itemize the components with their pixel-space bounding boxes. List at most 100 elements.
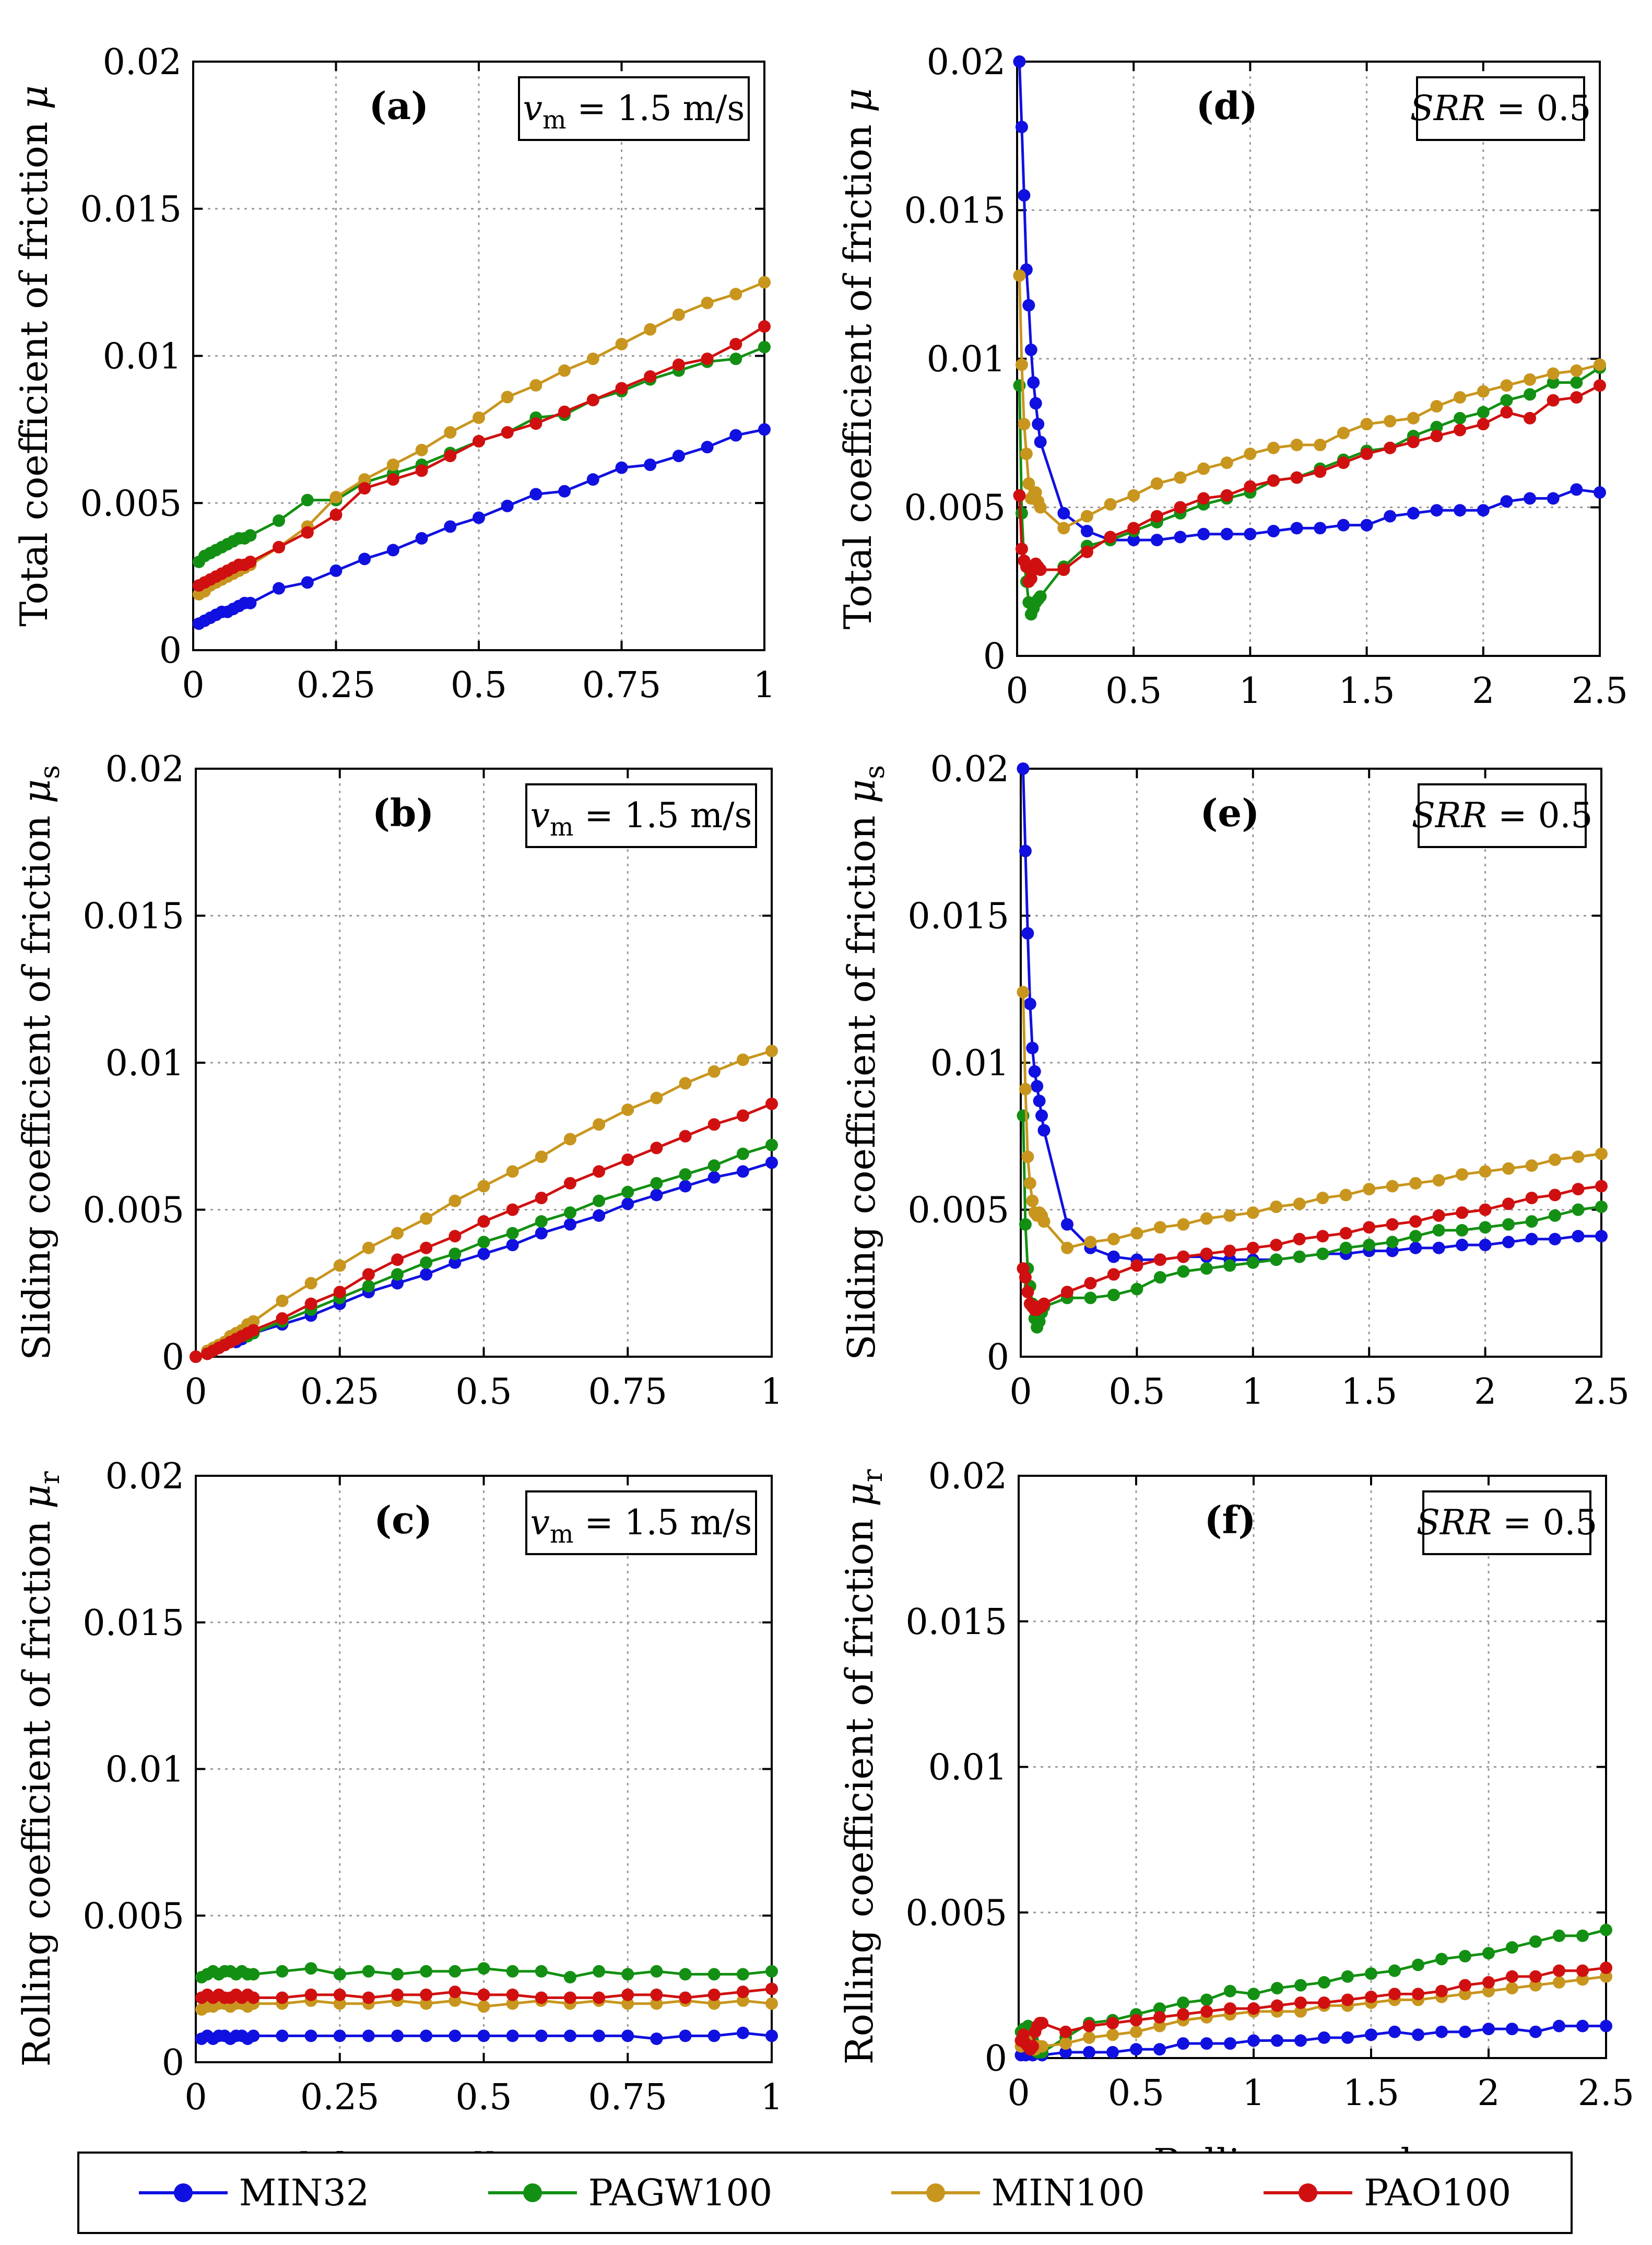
data-point (1019, 1271, 1032, 1284)
series-PAO100 (1014, 1961, 1612, 2056)
data-point (679, 1991, 692, 2004)
data-point (1293, 1197, 1306, 1210)
data-point (1084, 1277, 1097, 1290)
data-point (1018, 418, 1031, 431)
data-point (1337, 519, 1350, 532)
data-point (535, 1965, 548, 1978)
data-point (301, 576, 314, 589)
data-point (1127, 522, 1140, 535)
data-point (1028, 1065, 1041, 1078)
data-point (1360, 418, 1373, 431)
legend-marker (1299, 2183, 1318, 2202)
data-point (1594, 358, 1606, 371)
data-point (1057, 522, 1070, 535)
data-point (621, 1968, 634, 1981)
data-point (1270, 1239, 1283, 1252)
data-point (276, 1312, 289, 1325)
data-point (563, 1133, 576, 1146)
legend-item-min32: MIN32 (138, 2171, 370, 2214)
data-point (358, 482, 371, 495)
data-point (736, 1053, 749, 1066)
x-tick-label: 2.5 (1572, 671, 1628, 712)
data-point (1224, 1984, 1236, 1997)
data-point (1316, 1230, 1329, 1243)
data-point (1150, 477, 1163, 490)
data-point (1407, 436, 1420, 449)
data-point (535, 1991, 548, 2004)
data-point (1339, 1227, 1352, 1240)
data-point (1412, 1988, 1424, 2001)
data-point (593, 1965, 606, 1978)
panel-d: 0 0.005 0.01 0.015 0.02 0 0.5 1 1.5 2 2.5 Total coe… (836, 42, 1628, 712)
data-point (1500, 394, 1513, 407)
data-point (1388, 1964, 1401, 1977)
data-point (1150, 534, 1163, 547)
data-point (1337, 427, 1350, 440)
x-tick-label: 0 (184, 1371, 207, 1413)
data-point (1341, 1993, 1354, 2006)
data-point (1244, 448, 1257, 461)
data-point (1570, 364, 1583, 377)
data-point (758, 423, 771, 436)
grid (196, 1476, 772, 2062)
data-point (1290, 522, 1303, 535)
data-point (391, 1277, 404, 1290)
data-point (1033, 1095, 1046, 1108)
data-point (1032, 418, 1045, 431)
y-tick-label: 0 (159, 630, 182, 672)
data-point (535, 1227, 548, 1240)
data-point (1482, 1976, 1495, 1989)
data-point (558, 485, 571, 498)
data-point (758, 320, 771, 333)
data-point (1294, 2005, 1307, 2018)
x-tick-label: 0 (1009, 1371, 1032, 1413)
data-point (1553, 1964, 1565, 1977)
data-point (1267, 525, 1280, 538)
data-point (391, 1988, 404, 2001)
y-tick-label: 0.01 (927, 339, 1006, 380)
data-point (1083, 2019, 1095, 2032)
data-point (1153, 2002, 1166, 2015)
data-point (679, 1180, 692, 1193)
data-point (1017, 762, 1030, 775)
data-point (1026, 1041, 1039, 1054)
legend-label: MIN32 (239, 2171, 370, 2214)
data-point (449, 1247, 462, 1260)
y-axis-label: Total coefficient of friction μ (836, 88, 880, 630)
data-point (1059, 2037, 1072, 2050)
series-line (1021, 768, 1601, 1261)
data-point (1459, 2025, 1471, 2038)
data-point (1454, 391, 1467, 404)
data-point (1430, 400, 1443, 413)
data-point (1019, 844, 1032, 857)
data-point (1594, 486, 1606, 499)
condition-box (525, 783, 757, 848)
data-point (1200, 1247, 1213, 1260)
data-point (506, 1997, 519, 2010)
data-point (1060, 1218, 1073, 1231)
data-point (1104, 498, 1117, 511)
data-point (1500, 406, 1513, 419)
data-point (593, 1991, 606, 2004)
x-tick-label: 2 (1474, 1371, 1496, 1413)
data-point (301, 526, 314, 539)
data-point (563, 1177, 576, 1190)
data-point (1339, 1189, 1352, 1202)
data-point (1386, 1218, 1399, 1231)
data-point (1083, 2046, 1095, 2059)
data-point (1365, 1990, 1377, 2003)
data-point (1107, 1268, 1120, 1281)
data-point (1386, 1244, 1399, 1257)
data-point (273, 582, 286, 595)
data-point (1223, 1244, 1236, 1257)
data-point (1595, 1147, 1608, 1160)
series-PAO100 (1017, 1180, 1608, 1316)
x-tick-label: 0.25 (300, 1371, 379, 1413)
data-point (1432, 1209, 1445, 1222)
data-point (1104, 531, 1117, 544)
panel-label: (e) (1200, 791, 1259, 835)
panel-label: (c) (374, 1498, 432, 1542)
data-point (558, 405, 571, 418)
data-point (1454, 504, 1467, 517)
data-point (1549, 1232, 1562, 1245)
